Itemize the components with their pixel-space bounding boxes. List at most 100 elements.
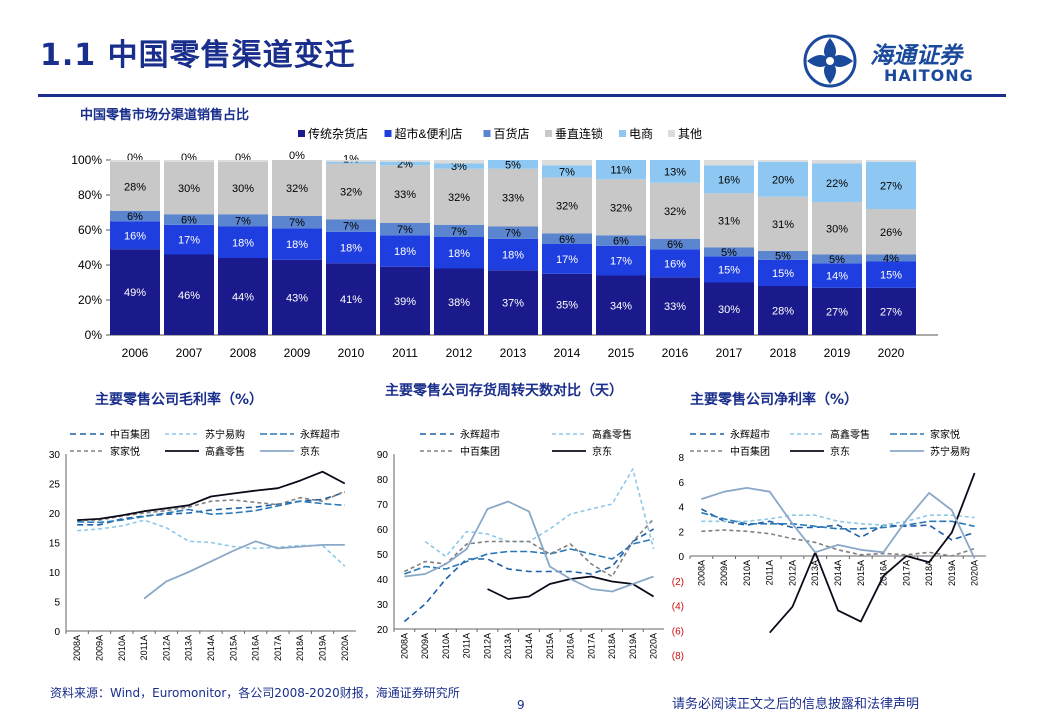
bar-segment-1-2019: [812, 263, 862, 288]
bar-segment-0-2018: [758, 286, 808, 335]
bar-segment-4-2010: [326, 161, 376, 164]
legend-label-2: 家家悦: [930, 428, 960, 441]
series-line-苏宁易购: [404, 500, 654, 593]
legend-label-3: 中百集团: [460, 445, 500, 458]
bar-segment-3-2006: [110, 161, 160, 211]
series-line-苏宁易购: [701, 487, 976, 559]
bar-segment-0-2007: [164, 254, 214, 335]
x-tick-label: 2017A: [586, 633, 596, 659]
y-tick-label: 60: [377, 525, 389, 536]
bar-segment-2-2011: [380, 223, 430, 236]
bar-data-label-2-2016: 6%: [667, 239, 683, 251]
bar-data-label-1-2006: 16%: [124, 230, 146, 242]
bar-data-label-1-2009: 18%: [286, 239, 308, 251]
x-tick-label: 2010A: [441, 633, 451, 659]
bar-data-label-0-2006: 49%: [124, 287, 146, 299]
legend-swatch-2: [483, 130, 491, 137]
y-tick-label: 5: [54, 598, 60, 609]
bar-segment-4-2014: [542, 165, 592, 178]
bar-segment-3-2012: [434, 168, 484, 225]
legend-label-5: 京东: [300, 445, 320, 458]
x-tick-label: 2020A: [970, 560, 980, 586]
series-line-京东: [143, 540, 345, 600]
bar-data-label-0-2009: 43%: [286, 292, 308, 304]
bar-segment-1-2020: [866, 261, 916, 288]
bar-data-label-0-2007: 46%: [178, 290, 200, 302]
x-tick-label: 2019: [824, 346, 851, 360]
bar-data-label-3-2020: 26%: [880, 227, 902, 239]
bar-segment-1-2006: [110, 221, 160, 250]
x-tick-label: 2010A: [742, 560, 752, 586]
bar-segment-2-2018: [758, 251, 808, 260]
bar-data-label-2-2009: 7%: [289, 217, 305, 229]
legend-label-4: 京东: [830, 445, 850, 458]
legend-swatch-0: [298, 130, 305, 137]
x-tick-label: 2015: [608, 346, 635, 360]
y-tick-label: 0: [54, 627, 60, 638]
x-tick-label: 2014A: [524, 633, 534, 659]
x-tick-label: 2012A: [161, 635, 171, 661]
legend-swatch-3: [545, 130, 552, 137]
x-tick-label: 2014: [554, 346, 581, 360]
x-tick-label: 2011A: [462, 633, 472, 658]
bar-segment-0-2013: [488, 270, 538, 335]
bar-data-label-4-2020: 27%: [880, 180, 902, 192]
legend-swatch-1: [384, 130, 392, 137]
bar-data-label-4-2010: 1%: [343, 154, 359, 166]
y-tick-label: 30: [49, 450, 61, 461]
bar-segment-4-2017: [704, 165, 754, 194]
bar-data-label-0-2010: 41%: [340, 294, 362, 306]
bar-segment-4-2019: [812, 163, 862, 202]
x-tick-label: 2012: [446, 346, 473, 360]
x-tick-label: 2008A: [399, 633, 409, 659]
x-tick-label: 2019A: [947, 560, 957, 586]
y-tick-label: 80: [377, 475, 389, 486]
bar-data-label-2-2019: 5%: [829, 254, 845, 266]
bar-segment-1-2010: [326, 231, 376, 264]
bar-data-label-0-2016: 33%: [664, 301, 686, 313]
page-number: 9: [517, 698, 525, 712]
x-tick-label: 2008A: [696, 560, 706, 586]
legend-label-1: 高鑫零售: [830, 428, 870, 441]
bar-data-label-0-2013: 37%: [502, 298, 524, 310]
x-tick-label: 2009A: [420, 633, 430, 659]
bar-segment-1-2013: [488, 238, 538, 271]
legend-label-1: 高鑫零售: [592, 428, 632, 441]
bar-segment-2-2016: [650, 238, 700, 250]
legend-label-4: 京东: [592, 445, 612, 458]
y-tick-label: 20%: [78, 293, 102, 307]
bar-segment-1-2008: [218, 226, 268, 258]
legend-label-0: 中百集团: [110, 428, 150, 441]
legend-label-4: 电商: [629, 126, 653, 141]
bar-data-label-2-2017: 5%: [721, 247, 737, 259]
bar-data-label-1-2007: 17%: [178, 235, 200, 247]
x-tick-label: 2020A: [340, 635, 350, 661]
bar-segment-5-2014: [542, 160, 592, 166]
bar-data-label-2-2020: 4%: [883, 253, 899, 265]
bar-segment-0-2014: [542, 273, 592, 335]
series-line-中百集团: [404, 518, 655, 578]
series-line-苏宁易购: [77, 519, 346, 567]
legend-label-3: 家家悦: [110, 445, 140, 458]
bar-segment-3-2017: [704, 193, 754, 248]
bar-segment-5-2006: [110, 160, 160, 162]
x-tick-label: 2009: [284, 346, 311, 360]
bar-data-label-4-2016: 13%: [664, 166, 686, 178]
data-source-note: 资料来源：Wind，Euromonitor，各公司2008-2020财报，海通证…: [50, 686, 460, 700]
bar-data-label-3-2008: 30%: [232, 183, 254, 195]
bar-data-label-4-2006: 0%: [127, 152, 143, 164]
y-tick-label: 0%: [85, 328, 103, 342]
bar-segment-1-2012: [434, 237, 484, 269]
bar-segment-3-2007: [164, 161, 214, 215]
bar-segment-4-2015: [596, 160, 646, 180]
bar-data-label-0-2018: 28%: [772, 306, 794, 318]
net-margin-chart-title: 主要零售公司净利率（%）: [690, 392, 859, 408]
bar-segment-0-2012: [434, 268, 484, 335]
x-tick-label: 2013A: [503, 633, 513, 659]
bar-data-label-4-2018: 20%: [772, 174, 794, 186]
bar-data-label-2-2014: 6%: [559, 234, 575, 246]
bar-data-label-3-2012: 32%: [448, 192, 470, 204]
legend-label-5: 苏宁易购: [930, 445, 970, 458]
